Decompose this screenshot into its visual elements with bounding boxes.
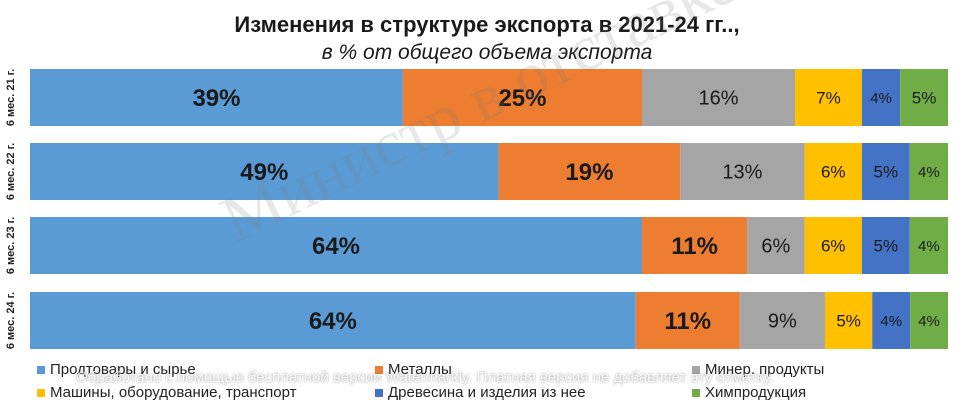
data-label: 49% — [240, 159, 288, 186]
legend-item: Металлы — [375, 361, 452, 378]
bar-segment — [804, 217, 862, 274]
legend-swatch — [37, 388, 45, 397]
data-label: 4% — [918, 313, 940, 330]
data-label: 6% — [821, 237, 846, 256]
bar-segment — [680, 143, 805, 200]
data-label: 11% — [664, 308, 711, 335]
legend-item: Минер. продукты — [692, 361, 824, 378]
category-label: 6 мес. 24 г. — [5, 292, 17, 349]
bar-segment — [30, 292, 636, 349]
bar-segment — [795, 69, 862, 126]
bar-segment — [909, 217, 948, 274]
chart-subtitle: в % от общего объема экспорта — [321, 41, 653, 64]
data-label: 4% — [918, 238, 940, 255]
legend-label: Машины, оборудование, транспорт — [50, 384, 297, 401]
data-label: 6% — [761, 236, 790, 258]
legend-label: Химпродукция — [705, 384, 807, 401]
legend-swatch — [37, 365, 45, 374]
bar-segment — [30, 143, 499, 200]
legend-item: Химпродукция — [692, 384, 806, 401]
data-label: 5% — [874, 163, 899, 182]
bar-segment — [910, 292, 948, 349]
data-label: 9% — [768, 311, 797, 333]
data-label: 64% — [312, 233, 360, 260]
bar-segment — [824, 292, 873, 349]
data-label: 5% — [836, 312, 861, 331]
bar-segment — [498, 143, 681, 200]
bar-segment — [635, 292, 740, 349]
legend-item: Машины, оборудование, транспорт — [37, 384, 297, 401]
data-label: 13% — [722, 162, 762, 184]
bar-segment — [747, 217, 805, 274]
data-label: 25% — [498, 85, 546, 112]
bar-segment — [909, 143, 948, 200]
data-label: 39% — [192, 85, 240, 112]
legend-swatch — [375, 388, 383, 397]
category-label: 6 мес. 23 г. — [5, 217, 17, 274]
chart-title: Изменения в структуре экспорта в 2021-24… — [234, 12, 740, 37]
legend-item: Продтовары и сырье — [37, 361, 196, 378]
bar-segment — [402, 69, 642, 126]
bar-segment — [861, 143, 910, 200]
data-label: 7% — [816, 89, 841, 108]
data-label: 4% — [918, 164, 940, 181]
data-label: 5% — [874, 237, 899, 256]
data-label: 11% — [671, 233, 718, 260]
bar-segment — [861, 69, 901, 126]
legend-label: Металлы — [388, 361, 452, 378]
legend-swatch — [692, 365, 700, 374]
bar-segment — [872, 292, 911, 349]
data-label: 4% — [870, 90, 892, 107]
bar-segment — [30, 217, 642, 274]
data-label: 5% — [912, 89, 937, 108]
data-label: 16% — [698, 88, 738, 110]
bar-segment — [739, 292, 825, 349]
bar-segment — [861, 217, 910, 274]
bar-segment — [642, 217, 748, 274]
data-label: 4% — [880, 313, 902, 330]
category-label: 6 мес. 22 г. — [5, 143, 17, 200]
legend-item: Древесина и изделия из нее — [375, 384, 586, 401]
legend-label: Древесина и изделия из нее — [388, 384, 586, 401]
legend-label: Продтовары и сырье — [50, 361, 196, 378]
legend-swatch — [692, 388, 700, 397]
data-label: 19% — [565, 159, 613, 186]
bar-segment — [642, 69, 795, 126]
legend-label: Минер. продукты — [705, 361, 825, 378]
legend-swatch — [375, 365, 383, 374]
data-label: 6% — [821, 163, 846, 182]
bar-segment — [900, 69, 948, 126]
category-label: 6 мес. 21 г. — [5, 69, 17, 126]
bar-segment — [30, 69, 403, 126]
data-label: 64% — [309, 308, 357, 335]
bar-segment — [804, 143, 862, 200]
